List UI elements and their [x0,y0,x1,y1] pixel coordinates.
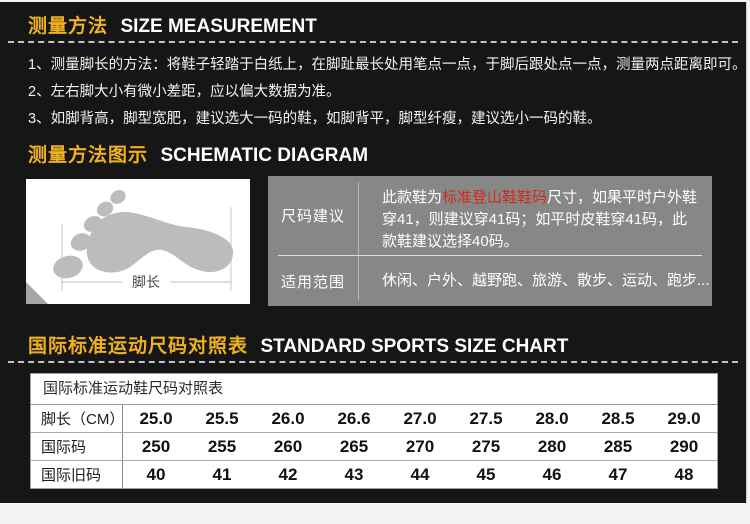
cell: 27.0 [403,408,437,428]
row-label: 尺码建议 [280,208,345,225]
row-label: 国际码 [31,433,123,460]
row-label: 适用范围 [280,273,345,291]
section-title-en: SCHEMATIC DIAGRAM [160,145,369,166]
size-advice-text: 此款鞋为标准登山鞋鞋码尺寸，如果平时户外鞋穿41，则建议穿41码；如平时皮鞋穿4… [358,176,712,255]
cell: 26.0 [271,408,305,428]
table-vertical-divider [358,182,359,300]
measurement-instructions: 1、测量脚长的方法：将鞋子轻踏于白纸上，在脚趾最长处用笔点一点，于脚后跟处点一点… [28,52,747,133]
sports-size-chart: 国际标准运动鞋尺码对照表 脚长（CM） 25.0 25.5 26.0 26.6 … [30,373,718,489]
cell: 290 [669,436,699,456]
advice-text-before: 此款鞋为 [382,189,443,206]
usage-text: 休闲、户外、越野跑、旅游、散步、运动、跑步... [382,272,710,289]
table-row-intl-size: 国际码 250 255 260 265 270 275 280 285 290 [31,433,717,461]
table-horizontal-divider [278,255,702,256]
cell: 28.5 [601,408,635,428]
section-title-en: STANDARD SPORTS SIZE CHART [260,336,569,357]
cell: 250 [141,436,171,456]
instruction-line-3: 3、如脚背高，脚型宽肥，建议选大一码的鞋，如脚背平，脚型纤瘦，建议选小一码的鞋。 [28,111,602,127]
row-label: 国际旧码 [31,461,123,488]
cell: 265 [339,436,369,456]
cell: 41 [212,464,232,484]
size-guide-module: 测量方法 SIZE MEASUREMENT 1、测量脚长的方法：将鞋子轻踏于白纸… [0,2,747,503]
advice-text-after: 尺寸，如果平时户外鞋穿41，则建议穿41码；如平时皮鞋穿41码，此款鞋建议选择4… [382,189,698,250]
cell: 43 [344,464,364,484]
cell: 46 [542,464,562,484]
cell: 29.0 [667,408,701,428]
section-title-en: SIZE MEASUREMENT [120,16,317,37]
advice-text-highlight: 标准登山鞋鞋码 [442,189,548,206]
cell: 25.0 [139,408,173,428]
size-chart-title: 国际标准运动鞋尺码对照表 [31,374,717,405]
table-row-foot-length: 脚长（CM） 25.0 25.5 26.0 26.6 27.0 27.5 28.… [31,405,717,433]
instruction-line-2: 2、左右脚大小有微小差距，应以偏大数据为准。 [28,84,341,100]
cell: 47 [608,464,628,484]
section-header-size-chart: 国际标准运动尺码对照表 STANDARD SPORTS SIZE CHART [28,331,568,358]
cell: 42 [278,464,298,484]
cell: 45 [476,464,496,484]
cell: 44 [410,464,430,484]
cell: 48 [674,464,694,484]
dashed-divider [8,361,738,363]
size-advice-table: 尺码建议 此款鞋为标准登山鞋鞋码尺寸，如果平时户外鞋穿41，则建议穿41码；如平… [268,176,712,306]
table-row-intl-old-size: 国际旧码 40 41 42 43 44 45 46 47 48 [31,461,717,488]
section-header-schematic: 测量方法图示 SCHEMATIC DIAGRAM [28,140,368,167]
table-row-usage: 适用范围 休闲、户外、越野跑、旅游、散步、运动、跑步... [268,256,712,306]
cell: 26.6 [337,408,371,428]
cell: 280 [537,436,567,456]
table-row-size-advice: 尺码建议 此款鞋为标准登山鞋鞋码尺寸，如果平时户外鞋穿41，则建议穿41码；如平… [268,176,712,255]
instruction-line-1: 1、测量脚长的方法：将鞋子轻踏于白纸上，在脚趾最长处用笔点一点，于脚后跟处点一点… [28,57,747,73]
paper-fold-corner [26,282,48,304]
section-title-cn: 测量方法图示 [28,145,149,166]
cell: 260 [273,436,303,456]
section-header-measurement: 测量方法 SIZE MEASUREMENT [28,11,317,38]
cell: 25.5 [205,408,239,428]
section-title-cn: 测量方法 [28,16,109,37]
cell: 27.5 [469,408,503,428]
cell: 285 [603,436,633,456]
dashed-divider [8,41,738,43]
cell: 28.0 [535,408,569,428]
section-title-cn: 国际标准运动尺码对照表 [28,336,249,357]
cell: 275 [471,436,501,456]
cell: 40 [146,464,166,484]
cell: 270 [405,436,435,456]
foot-length-label: 脚长 [132,274,160,290]
row-label: 脚长（CM） [31,405,124,432]
cell: 255 [207,436,237,456]
footprint-diagram: 脚长 [53,190,234,291]
foot-measure-paper: 脚长 [26,179,250,304]
